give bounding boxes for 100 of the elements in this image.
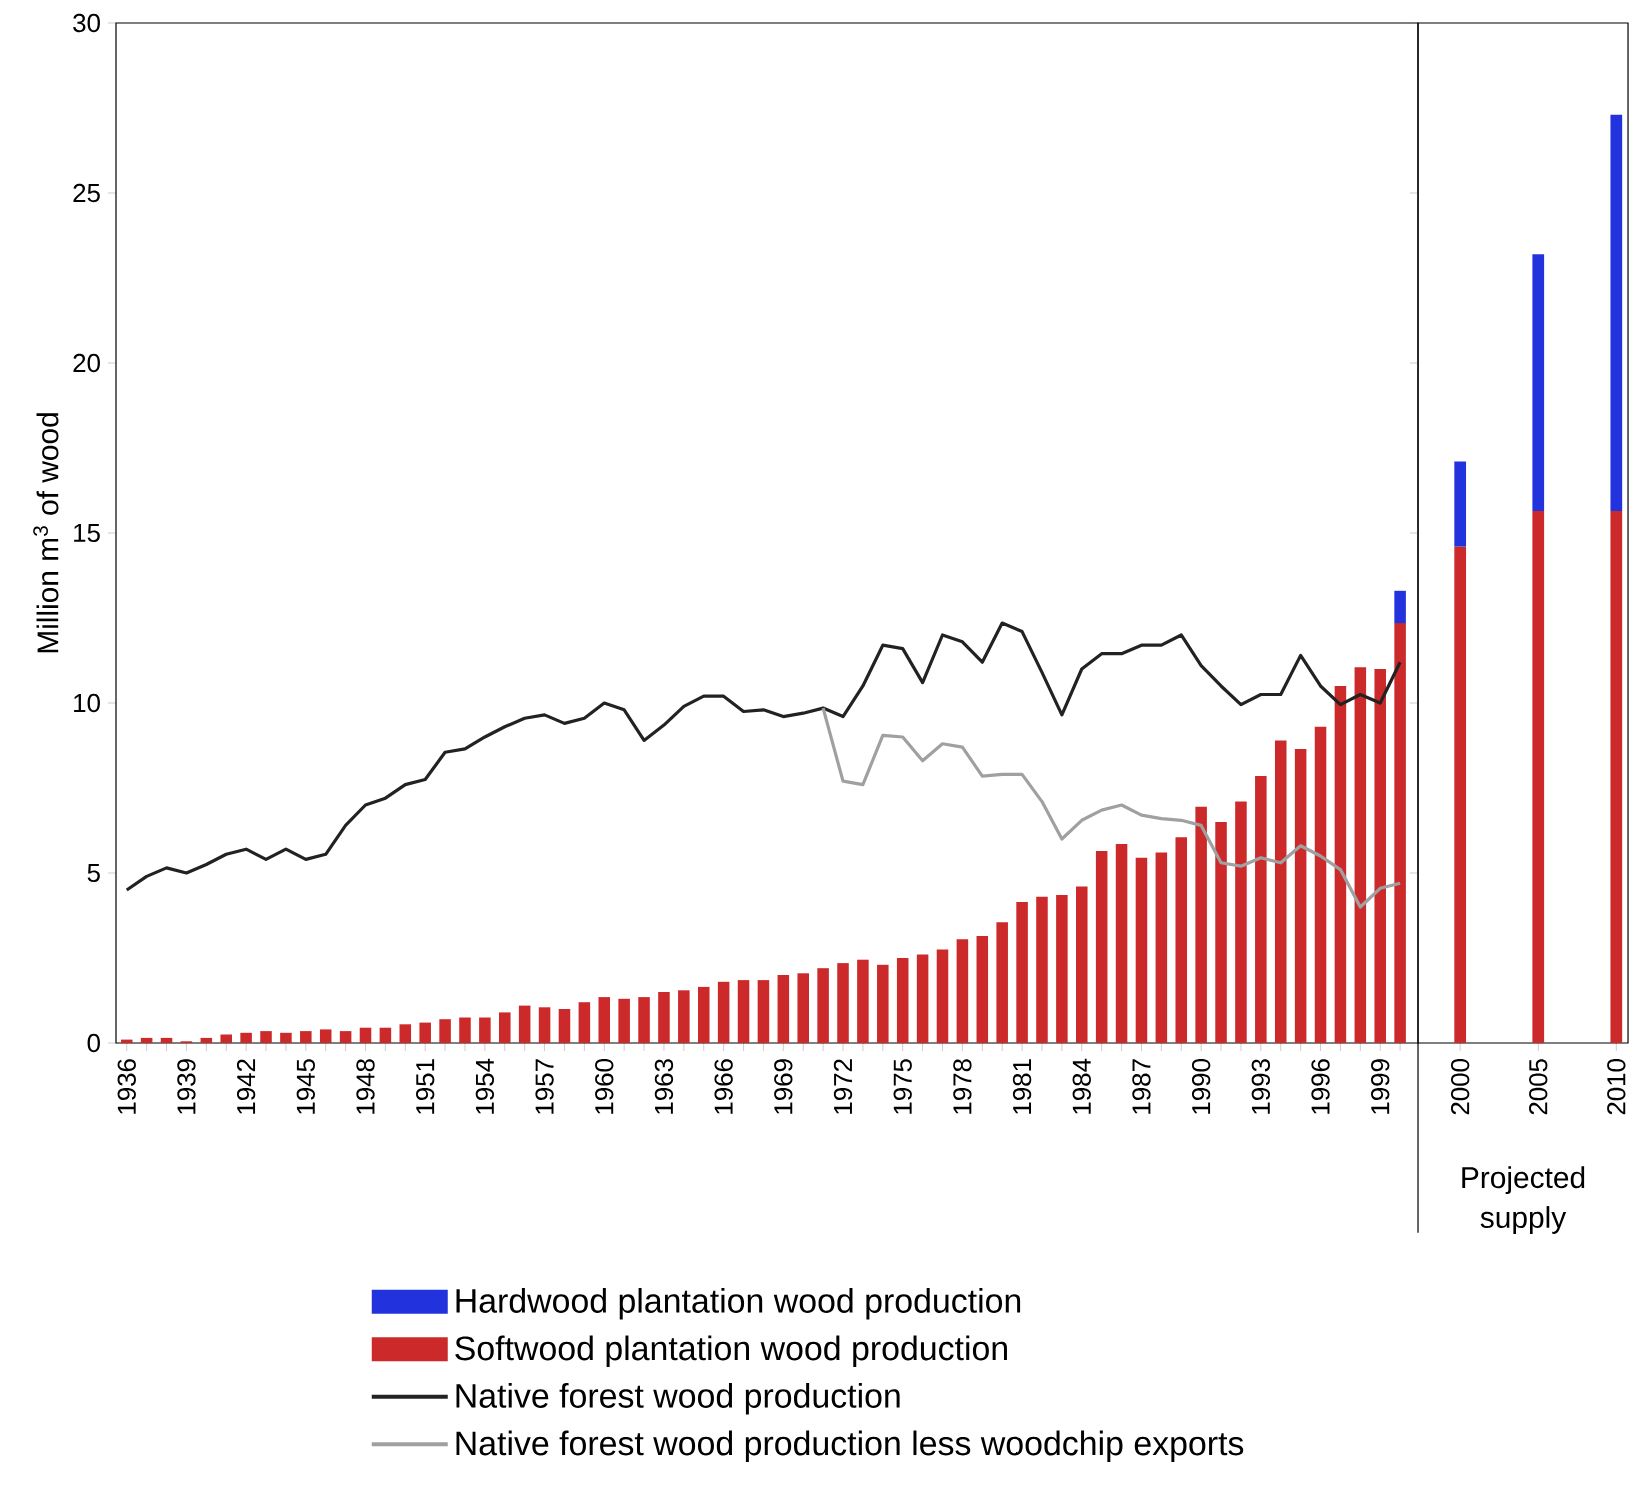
bar <box>538 1007 551 1043</box>
bar <box>280 1032 292 1043</box>
bar <box>1394 590 1406 624</box>
bar <box>140 1037 153 1043</box>
bar <box>1155 852 1168 1043</box>
legend-label: Native forest wood production <box>456 1383 900 1415</box>
bar <box>260 1031 272 1043</box>
text: Projected supply <box>1462 1166 1585 1234</box>
legend-label: Softwood plantation wood production <box>455 1335 1007 1368</box>
bar <box>1334 685 1347 1043</box>
bar <box>1056 895 1068 1043</box>
bar <box>817 968 829 1043</box>
bar <box>757 980 770 1043</box>
x-tick-label: 1942 <box>236 1059 256 1114</box>
x-tick-label: 1963 <box>654 1059 674 1114</box>
x-tick-label: 1993 <box>1251 1059 1270 1114</box>
bar <box>777 975 790 1043</box>
bar <box>837 963 849 1043</box>
bar <box>877 964 889 1043</box>
bar <box>996 922 1008 1043</box>
x-tick-label: 1996 <box>1311 1059 1330 1114</box>
bar <box>896 958 909 1043</box>
x-tick-label: 1984 <box>1072 1058 1091 1114</box>
bar <box>1095 850 1108 1043</box>
x-tick-label: 1948 <box>356 1059 375 1114</box>
bar <box>678 990 690 1043</box>
bar <box>1215 822 1227 1043</box>
bar <box>1195 806 1207 1043</box>
x-tick-label: 1939 <box>177 1059 196 1114</box>
bar <box>857 959 869 1043</box>
bar <box>1255 776 1267 1043</box>
x-tick-label: 1960 <box>595 1059 614 1114</box>
x-tick-label: 1954 <box>475 1058 495 1114</box>
x-tick-label: 2010 <box>1607 1059 1626 1115</box>
x-tick-label: 1990 <box>1191 1059 1211 1114</box>
x-tick-label: 1951 <box>416 1059 435 1114</box>
bar <box>240 1032 252 1043</box>
bar <box>319 1029 332 1043</box>
bar <box>1135 857 1148 1043</box>
y-tick-label: 5 <box>87 863 100 883</box>
bar <box>1274 740 1287 1043</box>
bar <box>1354 667 1367 1043</box>
bar <box>200 1037 213 1043</box>
bar <box>499 1012 511 1043</box>
bar <box>797 973 809 1043</box>
x-tick-label: 1957 <box>535 1059 554 1114</box>
legend-label: Hardwood plantation wood production <box>456 1288 1021 1320</box>
x-tick-label: 1999 <box>1371 1059 1390 1114</box>
bar <box>578 1002 591 1043</box>
legend-label: Native forest wood production less woodchip exports <box>456 1430 1244 1463</box>
x-tick-label: 1936 <box>117 1059 136 1114</box>
bar <box>1454 461 1467 547</box>
bar <box>697 986 710 1043</box>
bar <box>638 997 650 1043</box>
bar <box>658 992 670 1043</box>
x-tick-label: 2005 <box>1529 1059 1548 1115</box>
bar <box>737 980 750 1043</box>
bar <box>1115 844 1128 1043</box>
bar <box>717 981 730 1043</box>
bar <box>1016 901 1028 1043</box>
y-tick-label: 15 <box>74 523 100 543</box>
x-tick-label: 1981 <box>1012 1059 1032 1114</box>
x-tick-label: 1966 <box>714 1059 733 1114</box>
bar <box>956 939 969 1043</box>
bar <box>120 1039 133 1043</box>
bar <box>558 1009 571 1043</box>
bar <box>339 1031 352 1043</box>
x-tick-label: 1975 <box>893 1059 912 1114</box>
x-tick-label: 1945 <box>296 1059 315 1114</box>
bar <box>976 935 989 1043</box>
y-tick-label: 20 <box>73 353 100 373</box>
bar <box>359 1027 372 1043</box>
bar <box>1374 668 1386 1043</box>
bar <box>1175 837 1188 1043</box>
x-tick-label: 2000 <box>1451 1059 1470 1115</box>
bar <box>399 1024 412 1043</box>
y-tick-label: 10 <box>74 693 100 713</box>
x-tick-label: 1987 <box>1132 1059 1151 1114</box>
bar <box>518 1005 531 1043</box>
bar <box>1532 254 1545 511</box>
y-tick-label: 30 <box>73 13 100 33</box>
bar <box>1454 546 1467 1043</box>
y-tick-label: 0 <box>87 1033 100 1053</box>
bar <box>1036 896 1048 1043</box>
bar <box>1294 748 1307 1043</box>
line-series <box>125 621 1402 892</box>
bar <box>160 1037 173 1043</box>
bar <box>1610 114 1623 511</box>
bar <box>1394 623 1406 1043</box>
bar <box>300 1031 312 1043</box>
bar <box>618 998 630 1043</box>
bar <box>1314 726 1327 1043</box>
bar <box>936 949 949 1043</box>
x-tick-label: 1969 <box>774 1059 793 1114</box>
bar <box>439 1019 451 1043</box>
bar <box>379 1027 392 1043</box>
bar <box>1235 801 1247 1043</box>
bar <box>419 1022 431 1043</box>
bar <box>598 997 611 1043</box>
bar <box>1532 510 1545 1043</box>
